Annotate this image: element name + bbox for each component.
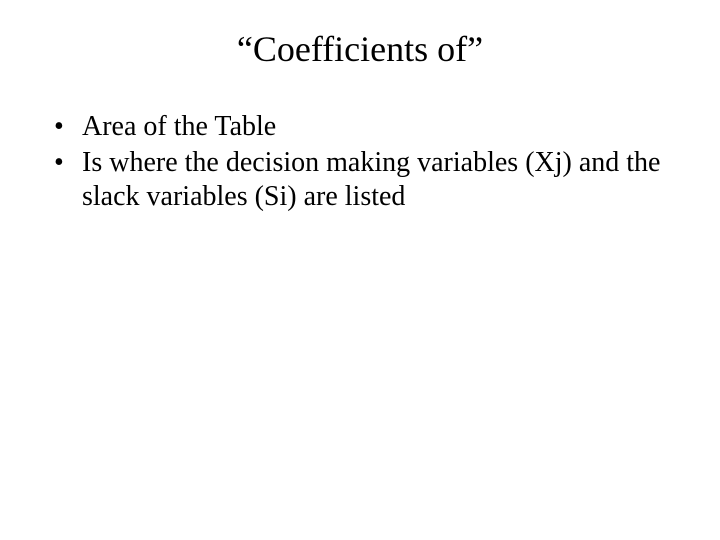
slide-body: Area of the Table Is where the decision … <box>0 70 720 214</box>
list-item: Area of the Table <box>54 110 680 144</box>
slide: “Coefficients of” Area of the Table Is w… <box>0 0 720 540</box>
list-item: Is where the decision making variables (… <box>54 146 680 214</box>
bullet-list: Area of the Table Is where the decision … <box>54 110 680 214</box>
slide-title: “Coefficients of” <box>0 0 720 70</box>
